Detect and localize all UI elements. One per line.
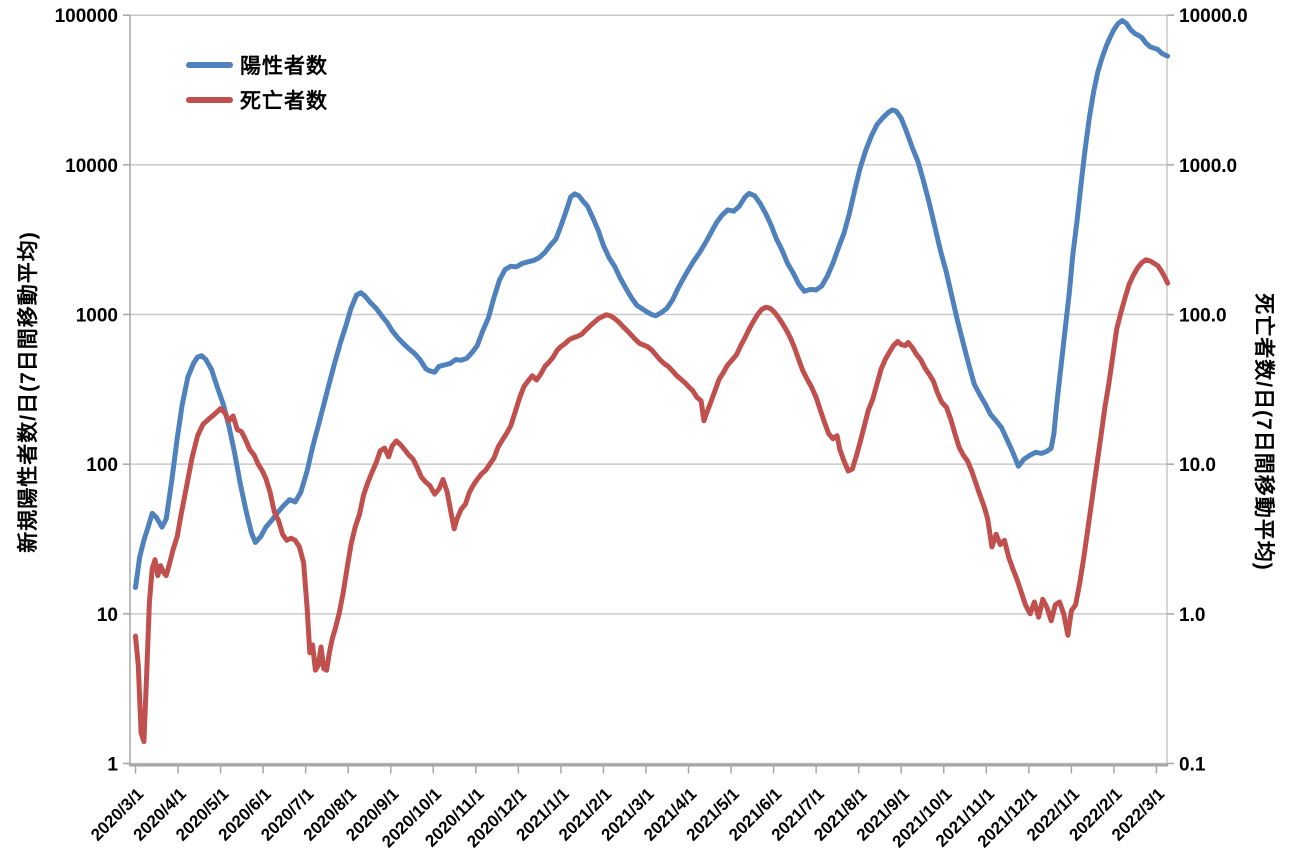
- y-right-tick-label: 0.1: [1179, 755, 1206, 776]
- series-line-deaths: [133, 257, 1171, 745]
- y-left-tick-label: 100: [86, 455, 118, 476]
- legend-label-deaths: 死亡者数: [240, 90, 328, 113]
- legend: 陽性者数 死亡者数: [186, 53, 328, 123]
- legend-entry-positives: 陽性者数: [186, 53, 328, 78]
- y-left-tick-label: 10000: [65, 156, 118, 177]
- y-axis-title-left: 新規陽性者数/日(7日間移動平均): [17, 231, 40, 553]
- legend-label-positives: 陽性者数: [240, 55, 328, 78]
- y-left-tick-label: 100000: [55, 6, 118, 27]
- y-axis-title-right: 死亡者数/日(7日間移動平均): [1252, 293, 1275, 571]
- y-right-tick-label: 10000.0: [1179, 6, 1248, 27]
- y-right-tick-label: 1.0: [1179, 605, 1205, 626]
- y-left-tick-label: 10: [97, 605, 118, 626]
- y-right-tick-label: 100.0: [1179, 306, 1227, 327]
- series-line-positives: [133, 18, 1171, 590]
- y-left-tick-label: 1: [107, 755, 118, 776]
- legend-entry-deaths: 死亡者数: [186, 88, 328, 113]
- y-right-tick-label: 10.0: [1179, 455, 1216, 476]
- y-left-tick-label: 1000: [76, 306, 118, 327]
- y-right-tick-label: 1000.0: [1179, 156, 1237, 177]
- deaths-line-swatch: [186, 97, 233, 103]
- positives-line-swatch: [186, 62, 233, 68]
